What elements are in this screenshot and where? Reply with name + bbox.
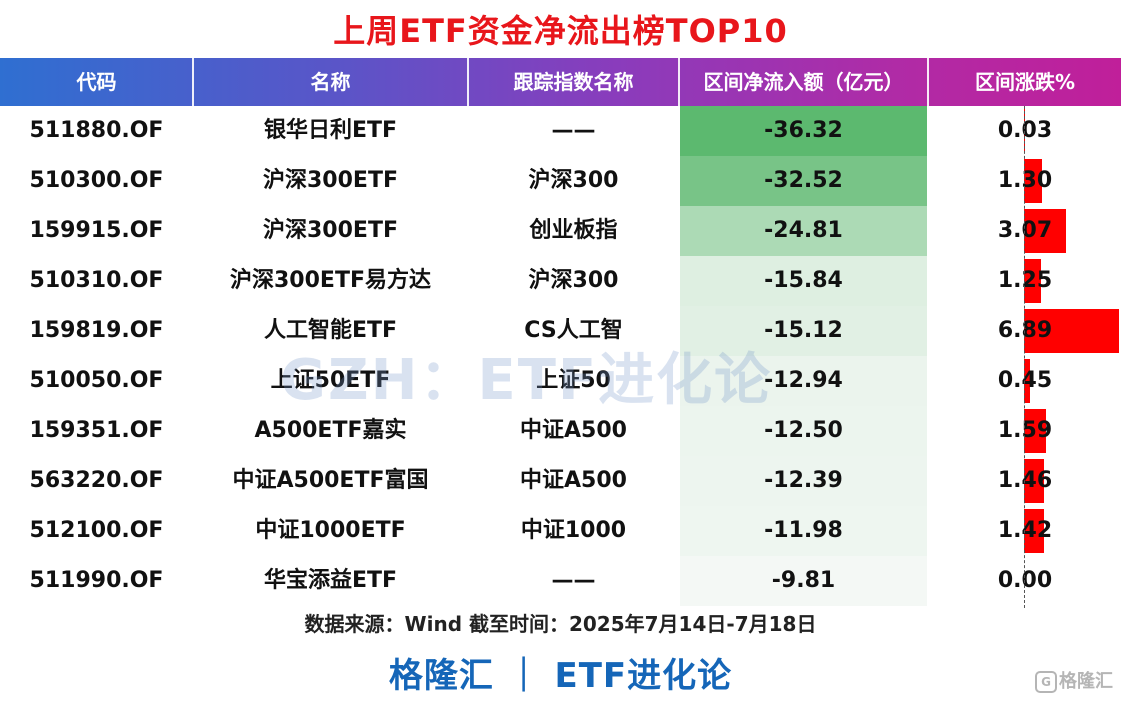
flow-heat-cell [680, 306, 927, 356]
index-cell: —— [551, 118, 596, 143]
logo-icon: G [1035, 671, 1057, 693]
header-flow: 区间净流入额（亿元） [703, 70, 904, 94]
code-cell: 510050.OF [29, 368, 164, 393]
flow-value: -15.12 [764, 318, 843, 343]
chart-title: 上周ETF资金净流出榜TOP10 [333, 12, 788, 50]
watermark: GZH：ETF进化论 [280, 348, 773, 413]
change-bar [1024, 359, 1031, 403]
flow-heat-cell [680, 156, 927, 206]
name-cell: 人工智能ETF [263, 318, 398, 343]
name-cell: 沪深300ETF [263, 168, 398, 193]
change-value: 3.07 [997, 218, 1053, 243]
flow-value: -36.32 [764, 118, 843, 143]
code-cell: 512100.OF [29, 518, 164, 543]
flow-heat-cell [680, 506, 927, 556]
flow-heat-cell [680, 456, 927, 506]
header-change: 区间涨跌% [974, 70, 1076, 94]
change-bar [1024, 209, 1067, 253]
name-cell: 沪深300ETF [263, 218, 398, 243]
name-cell: 华宝添益ETF [263, 568, 398, 593]
table-row: 510050.OF 上证50ETF 上证50 -12.94 0.45 [0, 356, 1121, 406]
index-cell: 中证1000 [520, 518, 627, 543]
flow-heat-cell [680, 406, 927, 456]
code-cell: 159915.OF [29, 218, 164, 243]
data-source: 数据来源：Wind 截至时间：2025年7月14日-7月18日 [304, 612, 817, 636]
table-row: 511990.OF 华宝添益ETF —— -9.81 0.00 [0, 556, 1121, 606]
flow-value: -12.39 [764, 468, 843, 493]
change-value: 6.89 [997, 318, 1053, 343]
table-row: 510300.OF 沪深300ETF 沪深300 -32.52 1.30 [0, 156, 1121, 206]
change-value: 1.30 [997, 168, 1053, 193]
index-cell: CS人工智 [524, 318, 623, 343]
name-cell: 中证A500ETF富国 [232, 468, 429, 493]
change-bar [1024, 259, 1042, 303]
change-value: 0.45 [997, 368, 1053, 393]
code-cell: 510300.OF [29, 168, 164, 193]
name-cell: A500ETF嘉实 [254, 418, 407, 443]
change-value: 1.46 [997, 468, 1053, 493]
name-cell: 上证50ETF [270, 368, 391, 393]
index-cell: 创业板指 [529, 218, 618, 243]
table-body: 511880.OF 银华日利ETF —— -36.32 0.03 510300.OF 沪深3… [0, 106, 1121, 606]
change-value: 0.00 [997, 568, 1053, 593]
table-header: 代码 名称 跟踪指数名称 区间净流入额（亿元） 区间涨跌% [0, 58, 1121, 106]
change-value: 1.59 [997, 418, 1053, 443]
footer-brand: 格隆汇 ｜ ETF进化论 [388, 656, 733, 696]
header-index: 跟踪指数名称 [513, 70, 634, 94]
change-value: 1.42 [997, 518, 1053, 543]
code-cell: 159819.OF [29, 318, 164, 343]
change-bar [1024, 309, 1119, 353]
table-row: 511880.OF 银华日利ETF —— -36.32 0.03 [0, 106, 1121, 156]
table-row: 510310.OF 沪深300ETF易方达 沪深300 -15.84 1.25 [0, 256, 1121, 306]
header-divider [467, 58, 469, 106]
code-cell: 563220.OF [29, 468, 164, 493]
index-cell: 中证A500 [520, 468, 627, 493]
table-row: 159351.OF A500ETF嘉实 中证A500 -12.50 1.59 [0, 406, 1121, 456]
flow-heat-cell [680, 206, 927, 256]
header-name: 名称 [310, 70, 351, 94]
flow-heat-cell [680, 106, 927, 156]
change-value: 1.25 [997, 268, 1053, 293]
code-cell: 511880.OF [29, 118, 164, 143]
flow-value: -9.81 [771, 568, 836, 593]
flow-heat-cell [680, 256, 927, 306]
flow-value: -12.94 [764, 368, 843, 393]
index-cell: 上证50 [536, 368, 611, 393]
table-row: 512100.OF 中证1000ETF 中证1000 -11.98 1.42 [0, 506, 1121, 556]
change-bar [1024, 409, 1046, 453]
corner-logo-text: 格隆汇 [1059, 671, 1113, 692]
code-cell: 510310.OF [29, 268, 164, 293]
table-row: 563220.OF 中证A500ETF富国 中证A500 -12.39 1.46 [0, 456, 1121, 506]
change-value: 0.03 [997, 118, 1053, 143]
code-cell: 159351.OF [29, 418, 164, 443]
change-bar [1024, 159, 1042, 203]
index-cell: —— [551, 568, 596, 593]
header-divider [678, 58, 680, 106]
table-row: 159915.OF 沪深300ETF 创业板指 -24.81 3.07 [0, 206, 1121, 256]
name-cell: 银华日利ETF [263, 118, 398, 143]
index-cell: 沪深300 [528, 168, 619, 193]
flow-heat-cell [680, 556, 927, 606]
header-divider [927, 58, 929, 106]
index-cell: 中证A500 [520, 418, 627, 443]
header-code: 代码 [76, 70, 117, 94]
change-axis-line [1024, 106, 1025, 608]
flow-value: -15.84 [764, 268, 843, 293]
name-cell: 沪深300ETF易方达 [230, 268, 431, 293]
code-cell: 511990.OF [29, 568, 164, 593]
flow-value: -11.98 [764, 518, 843, 543]
corner-logo: G 格隆汇 [1035, 667, 1113, 693]
header-divider [192, 58, 194, 106]
change-bar [1024, 459, 1045, 503]
name-cell: 中证1000ETF [255, 518, 406, 543]
flow-heat-cell [680, 356, 927, 406]
table-row: 159819.OF 人工智能ETF CS人工智 -15.12 6.89 [0, 306, 1121, 356]
index-cell: 沪深300 [528, 268, 619, 293]
change-bar [1024, 509, 1044, 553]
flow-value: -24.81 [764, 218, 843, 243]
flow-value: -12.50 [764, 418, 843, 443]
flow-value: -32.52 [764, 168, 843, 193]
